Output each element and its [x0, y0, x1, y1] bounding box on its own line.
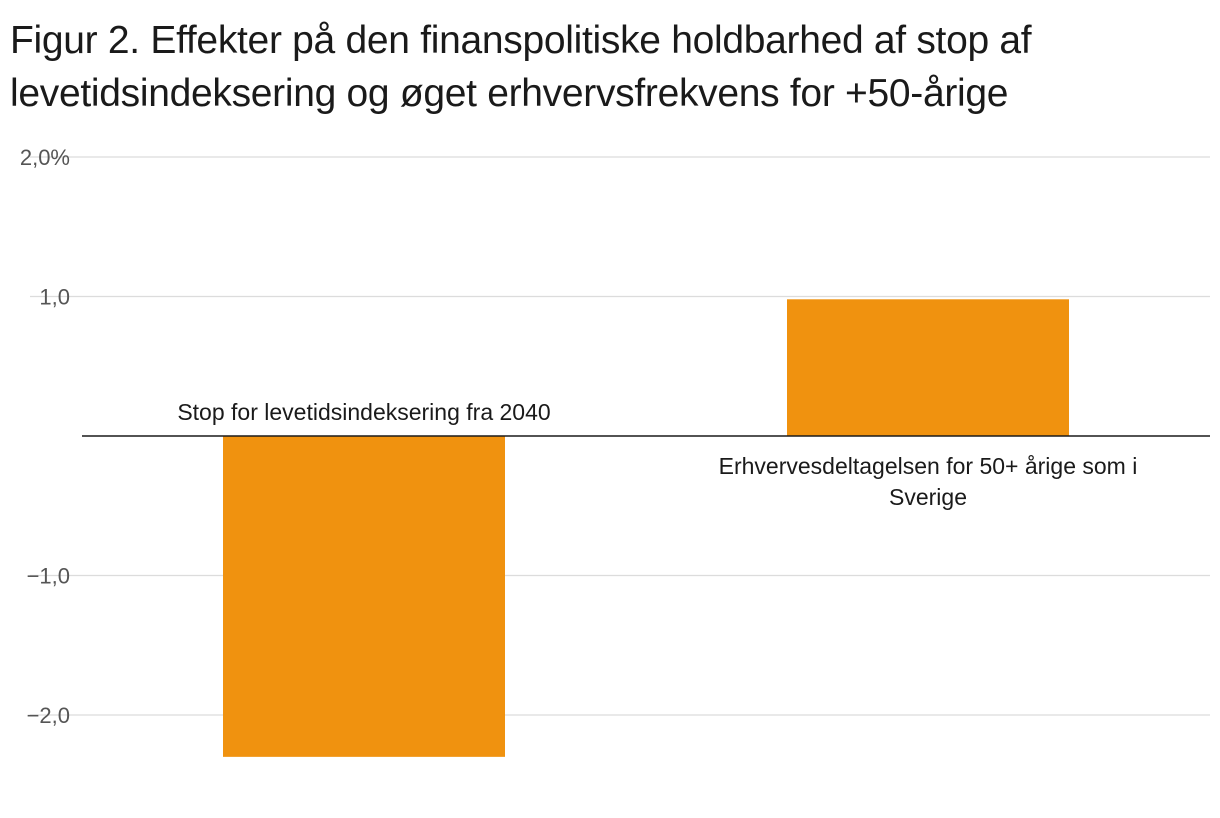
y-tick-label: 1,0 — [39, 285, 70, 310]
category-label: Stop for levetidsindeksering fra 2040 — [177, 399, 550, 425]
bar — [223, 436, 505, 757]
y-tick-label: −2,0 — [27, 703, 70, 728]
category-labels: Stop for levetidsindeksering fra 2040 Erh… — [177, 399, 1137, 510]
y-tick-label: 2,0% — [20, 145, 70, 170]
category-label: Erhvervesdeltagelsen for 50+ årige som i — [719, 453, 1138, 479]
y-tick-label: −1,0 — [27, 564, 70, 589]
y-axis-tick-labels: 2,0% 1,0 −1,0 −2,0 — [20, 145, 70, 728]
category-label: Sverige — [889, 484, 967, 510]
bar — [787, 299, 1069, 436]
chart-title: Figur 2. Effekter på den finanspolitiske… — [10, 19, 1032, 115]
bars — [223, 299, 1069, 757]
